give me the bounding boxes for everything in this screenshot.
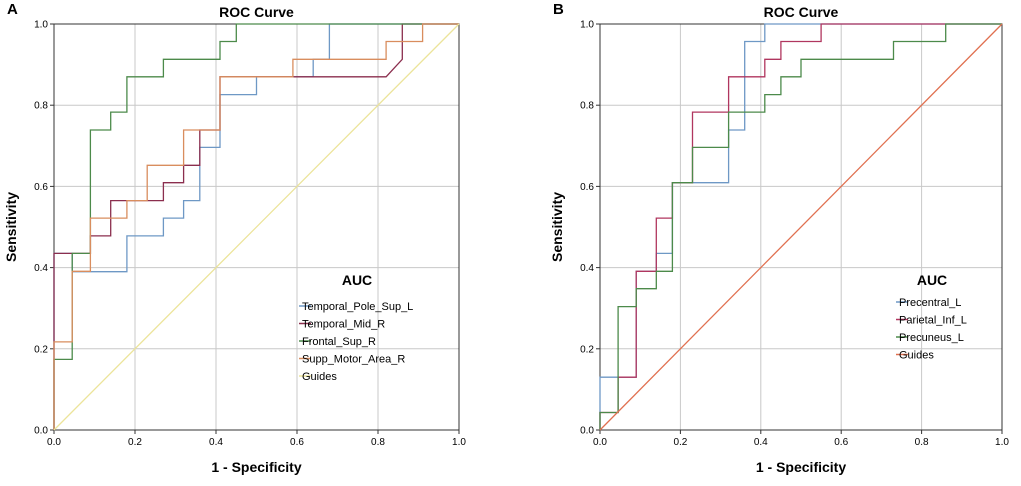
y-tick-label: 0.0 <box>34 426 48 437</box>
x-tick-label: 0.6 <box>290 437 304 448</box>
y-tick-label: 0.2 <box>580 344 594 355</box>
series-line-precuneus-l <box>599 23 1002 430</box>
panel-letter: B <box>553 1 564 18</box>
legend-label: Precuneus_L <box>899 332 964 344</box>
legend-title: AUC <box>917 272 947 288</box>
y-axis-label: Sensitivity <box>549 192 565 262</box>
y-tick-label: 1.0 <box>580 20 594 31</box>
x-axis-label: 1 - Specificity <box>211 459 301 475</box>
roc-panel-b: B 0.0 0.2 0.4 0.6 0.8 1.0 0.0 0.2 0.4 0.6 0.8 1.0 ROC… <box>549 1 1009 475</box>
roc-panel-a: A 0.0 0.2 0.4 0.6 0.8 1.0 0.0 0.2 0.4 0.6 0.8 1.0 ROC… <box>3 1 466 475</box>
legend-label: Frontal_Sup_R <box>302 336 376 348</box>
x-tick-label: 0.2 <box>128 437 142 448</box>
x-tick-label: 0.8 <box>371 437 385 448</box>
panel-letter: A <box>7 1 18 18</box>
x-tick-label: 1.0 <box>995 437 1009 448</box>
x-tick-label: 0.6 <box>834 437 848 448</box>
legend: AUC Temporal_Pole_Sup_L Temporal_Mid_R Fron… <box>299 272 413 383</box>
x-tick-label: 0.4 <box>209 437 223 448</box>
series-line-guides <box>53 23 460 431</box>
legend-label: Parietal_Inf_L <box>899 315 967 327</box>
series-line-guides <box>599 23 1003 431</box>
chart-title: ROC Curve <box>219 4 294 20</box>
legend-label: Temporal_Pole_Sup_L <box>302 301 413 313</box>
y-tick-label: 0.4 <box>580 263 594 274</box>
x-tick-label: 0.0 <box>47 437 61 448</box>
legend: AUC Precentral_L Parietal_Inf_L Precuneus_L… <box>896 272 967 362</box>
y-tick-label: 1.0 <box>34 20 48 31</box>
x-axis-label: 1 - Specificity <box>756 459 846 475</box>
series-line-temporal-pole-sup-l <box>53 23 459 430</box>
chart-title: ROC Curve <box>764 4 839 20</box>
legend-label: Temporal_Mid_R <box>302 319 385 331</box>
x-tick-label: 1.0 <box>452 437 466 448</box>
x-tick-label: 0.0 <box>593 437 607 448</box>
legend-label: Supp_Motor_Area_R <box>302 354 405 366</box>
y-tick-label: 0.4 <box>34 263 48 274</box>
legend-label: Guides <box>899 350 934 362</box>
series-line-supp-motor-area-r <box>53 23 459 430</box>
y-tick-label: 0.6 <box>580 182 594 193</box>
x-tick-label: 0.8 <box>915 437 929 448</box>
legend-label: Precentral_L <box>899 297 961 309</box>
y-axis-label: Sensitivity <box>3 192 19 262</box>
legend-title: AUC <box>342 272 372 288</box>
y-tick-label: 0.6 <box>34 182 48 193</box>
y-tick-label: 0.8 <box>34 101 48 112</box>
x-tick-label: 0.4 <box>754 437 768 448</box>
x-tick-label: 0.2 <box>673 437 687 448</box>
y-tick-label: 0.2 <box>34 344 48 355</box>
y-tick-label: 0.0 <box>580 426 594 437</box>
y-tick-label: 0.8 <box>580 101 594 112</box>
legend-label: Guides <box>302 371 337 383</box>
